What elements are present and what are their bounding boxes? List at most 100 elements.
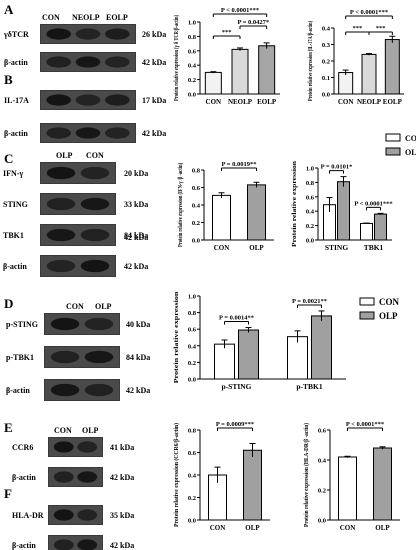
legend-label: CON — [405, 134, 416, 143]
chart-A-chart: 0.0 0.2 0.4 0.6 0.8 1.0 Protein relative expre… — [173, 7, 280, 106]
blot-band — [105, 28, 130, 40]
x-tick-label: EOLP — [383, 98, 403, 106]
bar — [204, 71, 222, 95]
blot-strip — [48, 505, 103, 525]
y-axis-label: Protein relative expression (HLA-DR/β -a… — [303, 423, 310, 527]
blot-protein-label: CCR6 — [12, 443, 33, 452]
blot-strip — [40, 162, 116, 184]
bar — [258, 45, 276, 95]
panel-letter-A: A — [4, 2, 14, 17]
y-tick-label: 0.0 — [192, 238, 200, 245]
y-tick-label: 0.0 — [188, 377, 196, 384]
y-tick-label: 0.4 — [188, 343, 197, 350]
y-tick-label: 1.0 — [188, 294, 196, 301]
y-axis-label: Protein relative expression (γ δ TCR/β-a… — [173, 15, 180, 101]
blot-protein-label: γδTCR — [3, 30, 29, 39]
lane-label: CON — [86, 151, 104, 160]
blot-protein-label: HLA-DR — [12, 511, 44, 520]
blot-band — [84, 383, 114, 397]
sig-label: *** — [376, 25, 386, 32]
blot-band — [50, 317, 80, 331]
blot-protein-label: β-actin — [6, 386, 30, 395]
blot-kda-label: 42 kDa — [110, 473, 134, 482]
x-tick-label: OLP — [249, 244, 264, 252]
blot-band — [46, 127, 71, 139]
x-tick-label: p-STING — [221, 382, 251, 391]
blot-band — [46, 94, 71, 106]
sig-label: P = 0.0019** — [222, 161, 257, 168]
x-tick-label: NEOLP — [228, 98, 253, 106]
bar — [338, 72, 354, 95]
blot-band — [50, 350, 80, 364]
lane-label: OLP — [95, 302, 112, 311]
blot-band — [80, 197, 110, 211]
blot-band — [80, 228, 110, 242]
blot-band — [50, 383, 80, 397]
lane-label: CON — [66, 302, 84, 311]
blot-band — [75, 94, 101, 106]
y-axis-label: Protein relative expression — [291, 161, 298, 247]
blot-protein-label: p-STING — [6, 320, 38, 329]
blot-band — [46, 56, 71, 68]
blot-kda-label: 42 kDa — [142, 58, 166, 67]
blot-kda-label: 84 kDa — [124, 231, 148, 240]
blot-band — [84, 350, 114, 364]
blot-band — [46, 259, 76, 273]
lane-label: OLP — [56, 151, 73, 160]
blot-band — [105, 94, 130, 106]
sig-label: *** — [222, 29, 232, 36]
y-axis-label: Protein relative expression — [173, 291, 180, 383]
blot-protein-label: β-actin — [4, 58, 28, 67]
lane-label: NEOLP — [72, 13, 100, 22]
y-tick-label: 0.2 — [188, 360, 196, 367]
sig-label: P = 0.0101* — [321, 164, 353, 171]
x-tick-label: TBK1 — [364, 243, 384, 252]
y-tick-label: 1.0 — [306, 166, 314, 173]
blot-kda-label: 33 kDa — [124, 200, 148, 209]
panel-letter-D: D — [4, 296, 13, 311]
blot-kda-label: 42 kDa — [124, 233, 148, 242]
blot-band — [53, 471, 74, 483]
bar — [212, 194, 231, 241]
sig-label: P = 0.0021** — [292, 298, 327, 305]
y-tick-label: 0.2 — [188, 77, 196, 84]
blot-band — [53, 539, 74, 550]
y-tick-label: 0.8 — [188, 428, 197, 435]
bar — [231, 48, 249, 95]
sig-label: P < 0.0001*** — [354, 200, 392, 207]
y-tick-label: 0.0 — [306, 238, 314, 245]
sig-label: *** — [352, 25, 362, 32]
y-tick-label: 0.0 — [322, 92, 330, 99]
blot-strip — [44, 313, 120, 335]
sig-label: P < 0.0001*** — [346, 421, 384, 428]
chart-C-chart1: 0.0 0.2 0.4 0.6 0.8 Protein relative expressi… — [177, 161, 274, 252]
y-tick-label: 0.8 — [188, 310, 197, 317]
lane-label: OLP — [82, 426, 99, 435]
chart-B-chart: 0.0 0.1 0.2 0.3 0.4 Protein relative expressi… — [307, 9, 404, 106]
legend-label: CON — [379, 297, 400, 307]
blot-strip — [40, 255, 116, 277]
y-tick-label: 0.4 — [188, 63, 197, 70]
y-axis-label: Protein relative expression (IFN-γ /β -a… — [177, 163, 184, 247]
blot-band — [77, 539, 98, 550]
legend-swatch — [385, 147, 401, 156]
sig-label: P = 0.0427* — [237, 19, 269, 26]
blot-strip — [44, 379, 120, 401]
y-tick-label: 0.2 — [322, 59, 330, 66]
blot-kda-label: 42 kDa — [124, 262, 148, 271]
blot-kda-label: 42 kDa — [142, 129, 166, 138]
blot-band — [46, 228, 76, 242]
x-tick-label: OLP — [375, 524, 390, 532]
y-tick-label: 0.2 — [306, 223, 314, 230]
blot-kda-label: 35 kDa — [110, 511, 134, 520]
y-tick-label: 0.4 — [322, 26, 331, 33]
bar — [214, 343, 235, 380]
y-tick-label: 0.2 — [192, 220, 200, 227]
blot-band — [75, 127, 101, 139]
blot-band — [46, 197, 76, 211]
blot-strip — [48, 467, 103, 487]
bar — [238, 329, 259, 380]
bar — [360, 222, 373, 241]
y-tick-label: 0.6 — [318, 428, 327, 435]
blot-band — [84, 317, 114, 331]
